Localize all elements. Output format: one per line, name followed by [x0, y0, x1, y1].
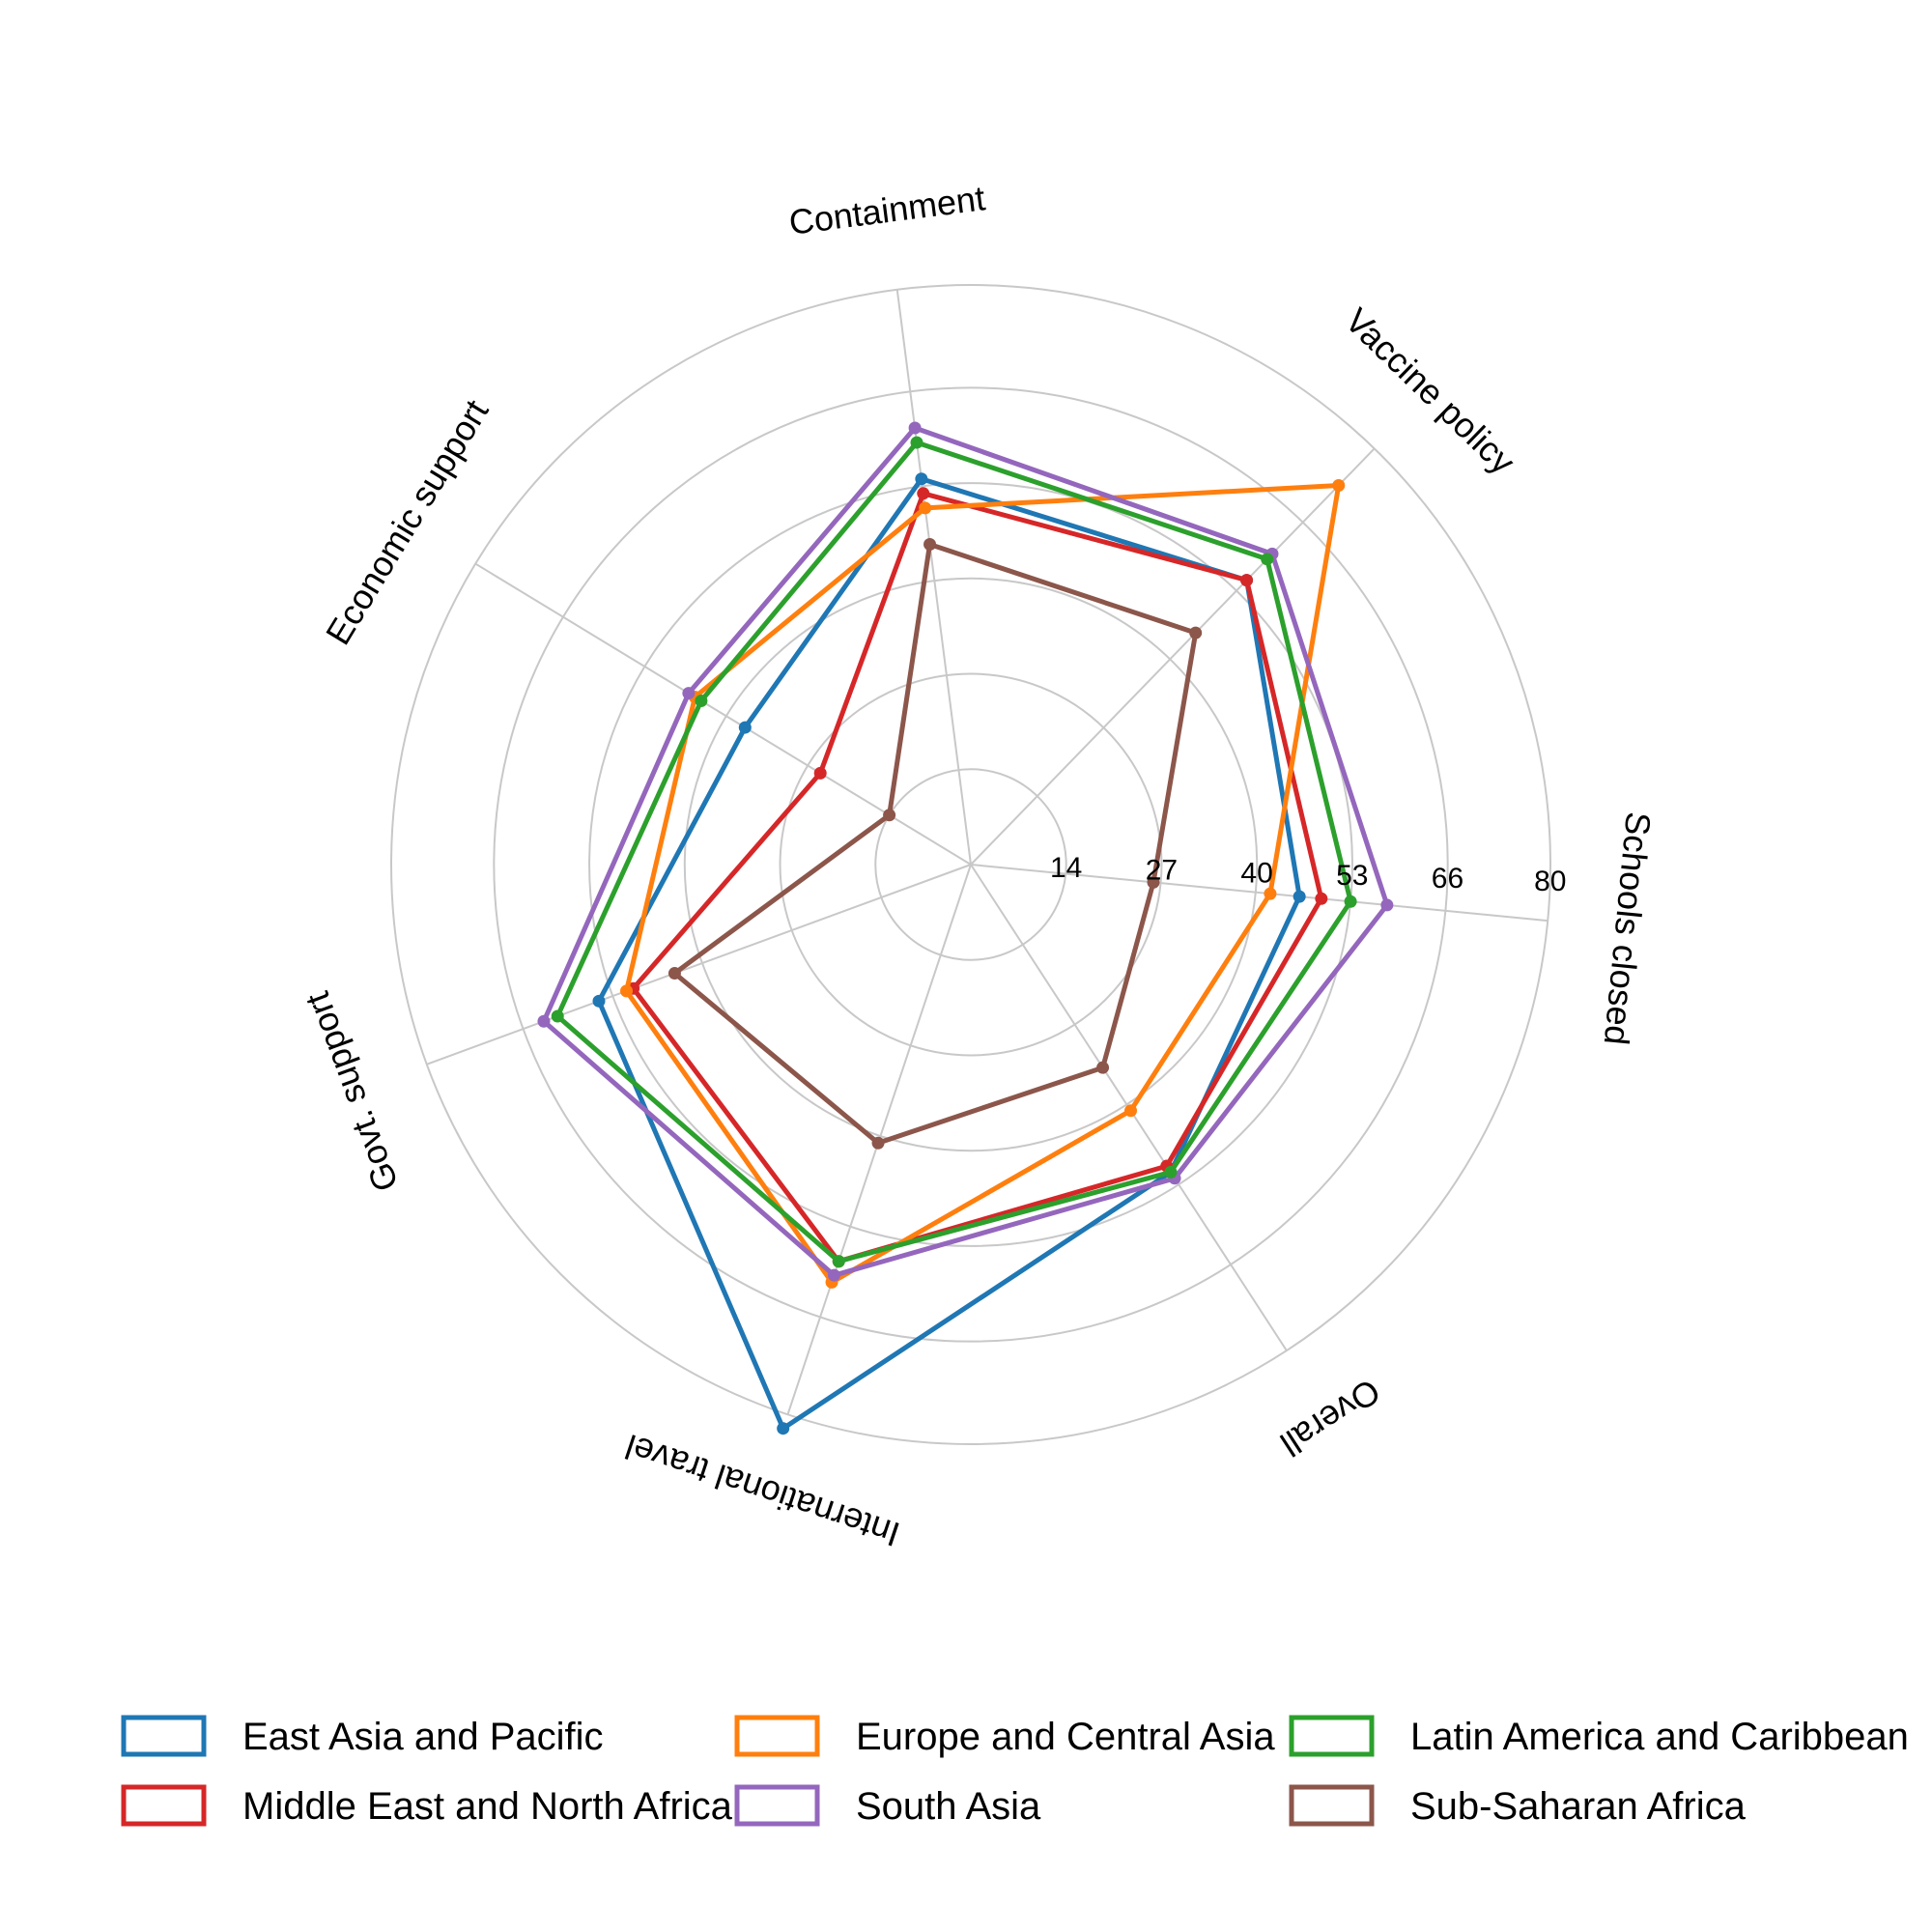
- series-line: [554, 440, 1353, 1264]
- data-point: [695, 694, 708, 707]
- series-south-asia: [537, 421, 1394, 1282]
- data-point: [813, 766, 827, 780]
- grid-ring: [683, 577, 1259, 1152]
- series-line: [541, 425, 1390, 1278]
- series-line: [624, 483, 1342, 1285]
- data-point: [668, 967, 681, 980]
- legend-item: Middle East and North Africa: [121, 1784, 733, 1828]
- legend-swatch: [121, 1784, 207, 1827]
- axis-label-international-travel: International travel: [620, 1427, 904, 1554]
- data-point: [777, 1422, 790, 1435]
- grid-ring: [588, 482, 1353, 1247]
- legend-label: Latin America and Caribbean: [1410, 1716, 1909, 1758]
- data-point: [537, 1014, 551, 1028]
- legend-item: Europe and Central Asia: [734, 1715, 1275, 1758]
- data-point: [908, 421, 922, 435]
- legend: East Asia and Pacific Europe and Central …: [121, 1715, 1909, 1828]
- data-point: [1380, 898, 1394, 912]
- grid-ring: [874, 768, 1067, 961]
- data-point: [827, 1268, 840, 1282]
- data-point: [923, 538, 937, 552]
- data-point: [1164, 1165, 1178, 1179]
- axis-label-overall: Overall: [1273, 1371, 1387, 1464]
- grid-spoke: [970, 864, 1548, 923]
- data-point: [917, 487, 930, 500]
- series-latin-america-and-caribbean: [551, 436, 1357, 1268]
- data-point: [1315, 892, 1328, 905]
- tick-labels: 14 27 40 53 66 80: [1050, 852, 1566, 897]
- radial-tick-label: 66: [1432, 863, 1463, 895]
- legend-label: Europe and Central Asia: [856, 1716, 1275, 1758]
- legend-swatch: [121, 1715, 207, 1757]
- legend-item: Sub-Saharan Africa: [1289, 1784, 1747, 1828]
- data-point: [1124, 1104, 1138, 1118]
- data-point: [910, 436, 923, 449]
- data-point: [919, 501, 932, 515]
- series-layer: [537, 421, 1394, 1435]
- legend-swatch: [1289, 1715, 1375, 1757]
- legend-item: Latin America and Caribbean: [1289, 1715, 1909, 1758]
- axis-label-govt-support: Govt. support: [297, 987, 406, 1197]
- legend-label: Sub-Saharan Africa: [1410, 1785, 1747, 1828]
- axis-label-schools-closed: Schools closed: [1597, 810, 1659, 1047]
- grid-spoke: [474, 562, 972, 866]
- series-line: [596, 476, 1302, 1432]
- data-point: [682, 687, 696, 700]
- axis-label-vaccine-policy: Vaccine policy: [1338, 300, 1523, 482]
- legend-label: Middle East and North Africa: [242, 1785, 733, 1828]
- radial-tick-label: 40: [1240, 857, 1272, 889]
- data-point: [871, 1136, 885, 1150]
- legend-label: South Asia: [856, 1785, 1041, 1828]
- radial-tick-label: 27: [1146, 855, 1178, 887]
- data-point: [1332, 478, 1346, 492]
- legend-swatch: [734, 1715, 820, 1757]
- data-point: [832, 1255, 845, 1268]
- grid-ring: [493, 386, 1449, 1343]
- series-line: [671, 542, 1199, 1146]
- data-point: [883, 809, 896, 822]
- data-point: [915, 472, 928, 486]
- legend-swatch: [734, 1784, 820, 1827]
- series-middle-east-and-north-africa: [627, 487, 1328, 1268]
- data-point: [620, 984, 634, 998]
- grid-ring: [779, 672, 1163, 1057]
- grid-ring: [390, 284, 1551, 1445]
- grid-spoke: [426, 864, 972, 1065]
- grid-spoke: [895, 289, 972, 866]
- series-line: [631, 491, 1324, 1264]
- radial-tick-label: 14: [1050, 852, 1082, 884]
- legend-label: East Asia and Pacific: [242, 1716, 604, 1758]
- data-point: [1293, 890, 1306, 903]
- radial-tick-label: 80: [1534, 866, 1566, 897]
- axis-label-containment: Containment: [786, 178, 987, 242]
- data-point: [1264, 887, 1277, 900]
- data-point: [1147, 875, 1160, 889]
- grid-spoke: [970, 447, 1376, 866]
- data-point: [1240, 574, 1254, 587]
- data-point: [551, 1009, 564, 1023]
- data-point: [1189, 626, 1203, 639]
- data-point: [1096, 1061, 1110, 1074]
- series-europe-and-central-asia: [620, 478, 1346, 1289]
- data-point: [1344, 895, 1357, 908]
- data-point: [1261, 553, 1274, 566]
- data-point: [592, 994, 606, 1008]
- legend-item: East Asia and Pacific: [121, 1715, 604, 1758]
- series-sub-saharan-africa: [668, 538, 1203, 1150]
- legend-item: South Asia: [734, 1784, 1041, 1828]
- radial-tick-label: 53: [1336, 860, 1368, 892]
- data-point: [738, 721, 752, 734]
- legend-swatch: [1289, 1784, 1375, 1827]
- axis-label-economic-support: Economic support: [318, 393, 497, 652]
